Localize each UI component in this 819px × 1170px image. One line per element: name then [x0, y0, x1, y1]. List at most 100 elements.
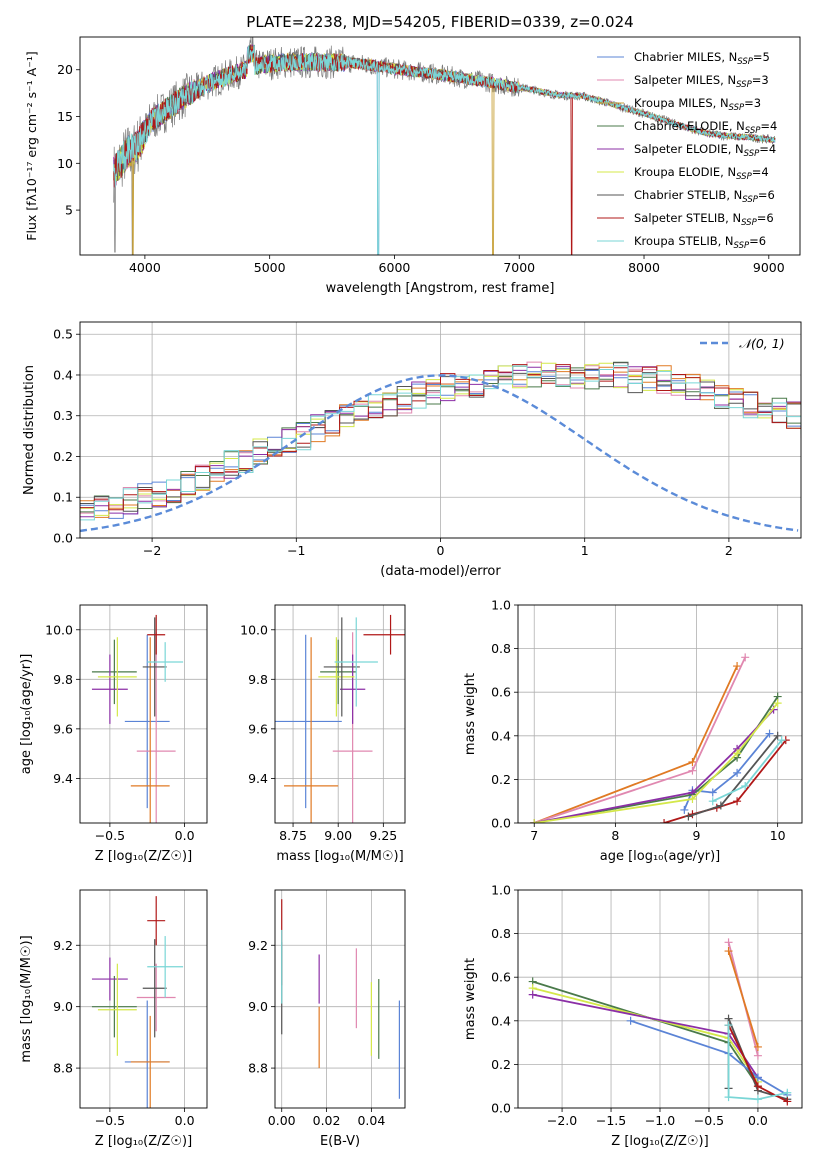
weight-marker [733, 768, 742, 777]
y-tick-label: 0.0 [53, 531, 73, 546]
y-tick-label: 0.4 [53, 367, 73, 382]
x-axis-label: (data-model)/error [380, 564, 501, 579]
x-tick-label: 4000 [129, 260, 161, 275]
errorbar-point [124, 634, 170, 809]
y-tick-label: 20 [57, 62, 73, 77]
weight-marker [783, 1088, 792, 1097]
y-tick-label: 8.8 [53, 1061, 73, 1076]
panel-mass_vs_ebv: 0.00 0.02 0.04 8.8 9.0 9.2 E(B-V) [248, 889, 406, 1149]
y-axis-label: Normed distribution [22, 365, 37, 495]
weight-series-line [533, 656, 747, 823]
x-axis-label: Z [log₁₀(Z/Z☉)] [611, 1134, 708, 1149]
x-tick-label: 7000 [503, 260, 535, 275]
errorbar-point [97, 637, 137, 717]
y-tick-label: 0.1 [53, 490, 73, 505]
y-tick-label: 10.0 [45, 622, 73, 637]
errorbar-point [91, 957, 128, 1001]
errorbar-point [340, 654, 366, 724]
plot-area [275, 614, 405, 823]
x-axis-label: wavelength [Angstrom, rest frame] [326, 281, 555, 296]
weight-marker [530, 819, 539, 823]
y-axis-label: age [log₁₀(age/yr)] [19, 654, 34, 775]
weight-marker [733, 749, 742, 758]
weight-series-line [533, 665, 738, 823]
x-tick-label: −0.5 [95, 1113, 125, 1128]
weight-marker [741, 653, 750, 662]
histogram-series [80, 366, 801, 527]
x-tick-label: 0.04 [357, 1113, 385, 1128]
legend: 𝒩(0, 1) [700, 336, 785, 351]
weight-marker [777, 736, 786, 745]
x-axis-label: E(B-V) [320, 1134, 360, 1149]
x-tick-label: −1.0 [645, 1113, 675, 1128]
histogram-series [80, 365, 801, 521]
legend-label: Kroupa ELODIE, NSSP=4 [634, 165, 769, 182]
histogram-series [80, 365, 801, 518]
x-tick-label: 9.00 [324, 828, 352, 843]
weight-series-line [727, 1025, 788, 1101]
plot-area [91, 896, 184, 1108]
axes-frame [517, 889, 803, 1109]
y-tick-label: 15 [57, 109, 73, 124]
panel-spectrum: 4000 5000 6000 7000 8000 9000 5 10 15 20 wavelengt… [24, 36, 801, 296]
plot-area [80, 361, 801, 533]
x-tick-label: −2 [143, 543, 161, 558]
x-tick-label: 6000 [379, 260, 411, 275]
plot-area [528, 938, 792, 1106]
errorbar-point [147, 936, 184, 998]
weight-series-line [712, 739, 783, 803]
y-tick-label: 0.6 [491, 685, 511, 700]
x-tick-label: 0.00 [268, 1113, 296, 1128]
weight-marker [680, 805, 689, 814]
weight-series-line [727, 950, 759, 1048]
x-axis-label: Z [log₁₀(Z/Z☉)] [95, 849, 192, 864]
x-tick-label: −0.5 [694, 1113, 724, 1128]
errorbar-point [136, 632, 176, 823]
y-tick-label: 10.0 [240, 622, 268, 637]
y-tick-label: 9.2 [248, 938, 268, 953]
x-axis-label: mass [log₁₀(M/M☉)] [276, 849, 403, 864]
weight-marker [724, 938, 733, 947]
weight-marker [724, 947, 733, 956]
weight-marker [783, 1097, 792, 1106]
y-axis-label: Flux [fλ10⁻¹⁷ erg cm⁻² s⁻¹ A⁻¹] [24, 51, 39, 240]
x-tick-label: 8 [611, 828, 619, 843]
errorbar-point [147, 896, 166, 946]
y-tick-label: 9.0 [53, 999, 73, 1014]
errorbar-point [142, 617, 167, 717]
y-tick-label: 0.8 [491, 926, 511, 941]
errorbar-point [130, 1015, 170, 1108]
weight-marker [753, 1082, 762, 1091]
weight-series-line [532, 993, 759, 1079]
errorbar-point [334, 617, 378, 707]
weight-marker [753, 1042, 762, 1051]
y-tick-label: 9.6 [53, 721, 73, 736]
panel-age_vs_mass: 8.75 9.00 9.25 9.4 9.6 9.8 10.0 mass [log₁₀(M/M… [240, 604, 406, 864]
x-axis-label: age [log₁₀(age/yr)] [600, 849, 721, 864]
panel-residuals: −2 −1 0 1 2 0.0 0.1 0.2 0.3 0.4 0.5 (data-model)/er… [22, 321, 802, 579]
panel-weight_vs_Z: −2.0 −1.5 −1.0 −0.5 0.0 0.0 0.2 0.4 0.6 0.8 1.0 Z [… [463, 883, 803, 1149]
y-axis-label: mass [log₁₀(M/M☉)] [19, 935, 34, 1062]
weight-marker [660, 819, 669, 823]
errorbar-point [142, 939, 167, 1038]
weight-marker [773, 699, 782, 708]
y-tick-label: 0.5 [53, 327, 73, 342]
errorbar-point [130, 637, 170, 823]
y-tick-label: 0.2 [491, 772, 511, 787]
panel-age_vs_Z: −0.5 0.0 9.4 9.6 9.8 10.0 Z [log₁₀(Z/Z☉)] age [… [19, 604, 208, 864]
weight-marker [528, 990, 537, 999]
errorbar-point [323, 617, 360, 717]
y-tick-label: 0.3 [53, 408, 73, 423]
plot-area [530, 653, 790, 823]
errorbar-point [320, 639, 357, 705]
weight-marker [688, 795, 697, 804]
y-tick-label: 9.4 [248, 771, 268, 786]
plot-area [91, 614, 184, 823]
x-tick-label: 9.25 [369, 828, 397, 843]
legend-label: 𝒩(0, 1) [739, 336, 785, 351]
y-tick-label: 0.4 [491, 1013, 511, 1028]
y-tick-label: 9.4 [53, 771, 73, 786]
weight-marker [733, 662, 742, 671]
weight-marker [708, 788, 717, 797]
